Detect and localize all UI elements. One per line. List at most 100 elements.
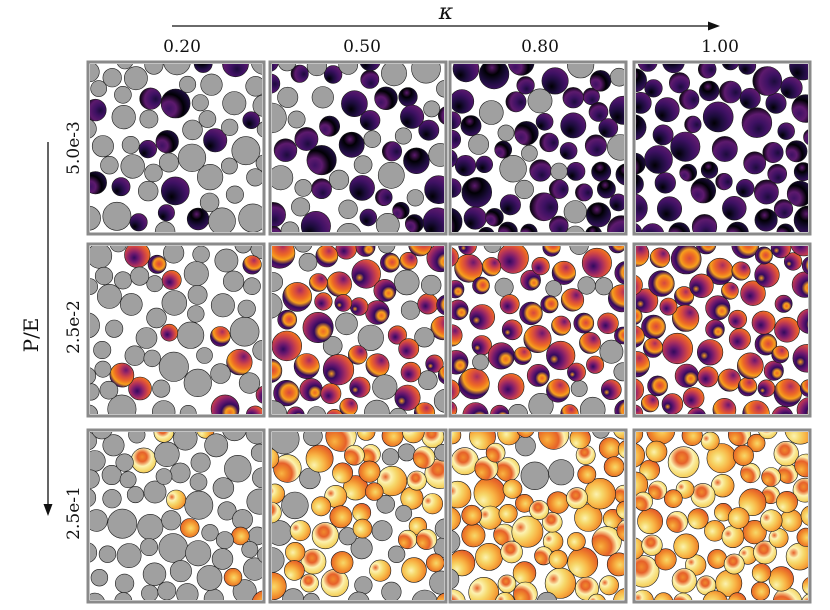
stressed-particle — [654, 548, 677, 571]
stressed-particle — [616, 519, 624, 542]
stressed-particle — [222, 64, 249, 78]
stressed-particle — [773, 378, 802, 407]
stressed-particle — [475, 155, 494, 173]
inactive-particle — [521, 145, 538, 162]
inactive-particle — [607, 134, 624, 161]
stressed-particle — [742, 400, 770, 414]
stressed-particle — [90, 98, 107, 122]
stressed-particle — [461, 504, 483, 526]
stressed-particle — [652, 124, 674, 146]
inactive-particle — [138, 180, 159, 202]
stressed-particle — [421, 493, 443, 515]
stressed-particle — [636, 378, 644, 402]
stressed-particle — [300, 548, 327, 575]
inactive-particle — [414, 327, 435, 348]
stressed-particle — [326, 409, 343, 414]
stressed-particle — [349, 175, 375, 201]
inactive-particle — [238, 203, 262, 232]
inactive-particle — [192, 246, 210, 264]
inactive-particle — [252, 94, 262, 117]
inactive-particle — [294, 179, 313, 197]
inactive-particle — [497, 124, 515, 142]
inactive-particle — [232, 579, 257, 600]
inactive-particle — [107, 394, 137, 414]
inactive-particle — [163, 64, 191, 76]
stressed-particle — [272, 64, 279, 72]
stressed-particle — [330, 551, 354, 574]
stressed-particle — [128, 376, 152, 401]
stressed-particle — [398, 338, 420, 360]
stressed-particle — [566, 487, 588, 510]
stressed-particle — [454, 155, 477, 177]
stressed-particle — [273, 454, 302, 483]
stressed-particle — [160, 88, 191, 119]
inactive-particle — [114, 573, 135, 594]
stressed-particle — [272, 246, 296, 269]
inactive-particle — [210, 293, 235, 318]
stressed-particle — [512, 561, 537, 585]
inactive-particle — [187, 284, 208, 305]
stressed-particle — [760, 509, 783, 532]
stressed-particle — [369, 559, 392, 582]
stressed-particle — [473, 476, 506, 509]
inactive-particle — [90, 404, 98, 414]
stressed-particle — [359, 64, 381, 71]
stressed-particle — [739, 87, 761, 109]
stressed-particle — [654, 97, 680, 123]
stressed-particle — [394, 384, 421, 411]
stressed-particle — [314, 292, 333, 311]
inactive-particle — [569, 246, 589, 255]
inactive-particle — [428, 143, 444, 167]
stressed-particle — [251, 590, 262, 600]
stressed-particle — [398, 529, 418, 550]
stressed-particle — [155, 130, 179, 154]
stressed-particle — [705, 295, 731, 321]
stressed-particle — [474, 456, 499, 481]
stressed-particle — [546, 340, 576, 371]
inactive-particle — [198, 110, 217, 128]
inactive-particle — [90, 64, 100, 83]
inactive-particle — [142, 562, 167, 586]
stressed-particle — [636, 152, 646, 175]
stressed-particle — [497, 246, 529, 274]
stressed-particle — [475, 543, 503, 571]
stressed-particle — [551, 315, 572, 336]
stressed-particle — [768, 566, 794, 592]
stressed-particle — [523, 324, 552, 353]
inactive-particle — [364, 399, 390, 414]
inactive-particle — [93, 340, 112, 359]
inactive-particle — [328, 169, 350, 190]
stressed-particle — [375, 188, 393, 207]
stressed-particle — [166, 489, 187, 510]
inactive-particle — [411, 64, 441, 84]
inactive-particle — [143, 349, 161, 368]
stressed-particle — [700, 432, 720, 451]
stressed-particle — [348, 345, 368, 365]
inactive-particle — [109, 246, 127, 253]
stressed-particle — [497, 574, 517, 594]
stressed-particle — [311, 496, 332, 517]
stressed-particle — [784, 432, 808, 445]
inactive-particle — [434, 518, 444, 540]
stressed-particle — [721, 282, 739, 300]
stressed-particle — [671, 568, 697, 594]
stressed-particle — [111, 177, 131, 197]
stressed-particle — [365, 482, 384, 501]
stressed-particle — [687, 407, 706, 414]
stressed-particle — [636, 307, 643, 325]
stressed-particle — [616, 500, 624, 520]
stressed-particle — [549, 215, 569, 232]
inactive-particle — [211, 548, 234, 570]
inactive-particle — [177, 321, 205, 349]
stressed-particle — [673, 533, 700, 560]
inactive-particle — [114, 86, 132, 104]
stressed-particle — [667, 446, 700, 479]
stressed-particle — [418, 119, 440, 141]
stressed-particle — [654, 172, 676, 194]
stressed-particle — [599, 575, 619, 596]
stressed-particle — [597, 179, 616, 199]
stressed-particle — [358, 460, 381, 483]
stressed-particle — [566, 161, 586, 181]
stressed-particle — [791, 271, 808, 298]
inactive-particle — [421, 274, 442, 296]
